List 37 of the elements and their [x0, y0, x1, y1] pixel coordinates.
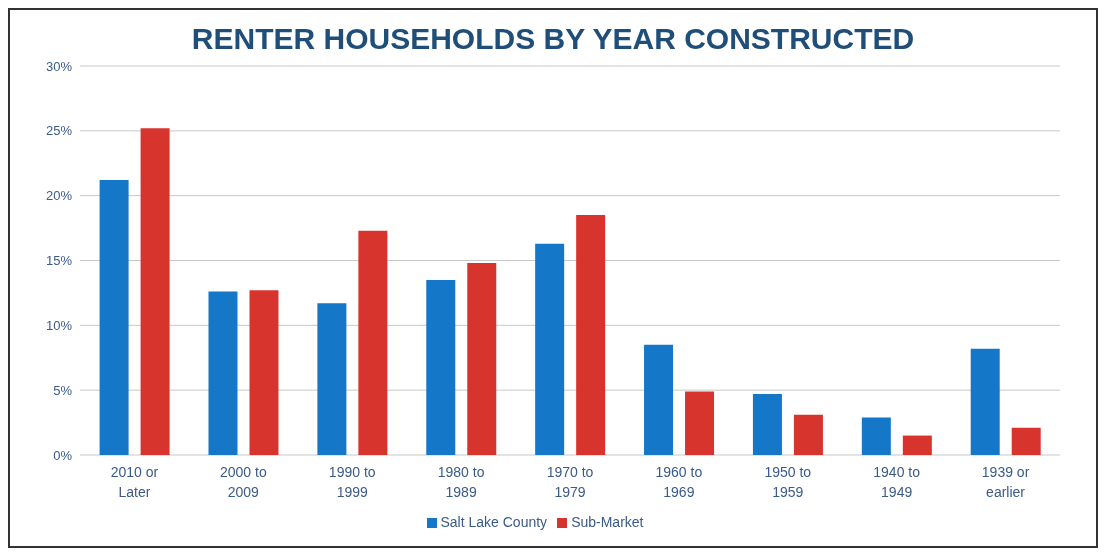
x-tick-label: 1960 to 1969	[655, 464, 703, 500]
bar	[140, 128, 170, 455]
bar	[467, 263, 497, 455]
bar	[970, 348, 1000, 455]
x-tick-label: 2010 or Later	[110, 464, 159, 500]
bar	[317, 303, 347, 455]
y-tick-label: 0%	[53, 447, 73, 463]
y-tick-label: 10%	[45, 317, 73, 333]
x-tick-label: 1940 to 1949	[873, 464, 921, 500]
bar	[249, 290, 279, 455]
bar	[576, 215, 606, 455]
bar	[752, 394, 782, 455]
bar	[358, 230, 388, 455]
bar	[99, 180, 129, 455]
bar	[685, 391, 715, 455]
y-tick-label: 25%	[45, 123, 73, 139]
x-tick-label: 1990 to 1999	[328, 464, 376, 500]
bar	[426, 279, 456, 455]
x-tick-label: 1939 or earlier	[981, 464, 1030, 500]
y-tick-label: 15%	[45, 253, 73, 269]
x-tick-label: 2000 to 2009	[219, 464, 267, 500]
legend-label: Sub-Market	[571, 514, 644, 530]
y-tick-label: 5%	[53, 382, 73, 398]
x-tick-label: 1970 to 1979	[546, 464, 594, 500]
legend-label: Salt Lake County	[440, 514, 548, 530]
bar	[535, 243, 565, 455]
chart-title: RENTER HOUSEHOLDS BY YEAR CONSTRUCTED	[190, 22, 916, 56]
x-tick-label: 1950 to 1959	[764, 464, 812, 500]
y-tick-label: 20%	[45, 188, 73, 204]
x-tick-label: 1980 to 1989	[437, 464, 485, 500]
bar	[1011, 427, 1041, 455]
bar	[902, 435, 932, 455]
bar	[793, 414, 823, 455]
bar	[644, 344, 674, 455]
bar	[861, 417, 891, 455]
y-tick-label: 30%	[45, 58, 73, 74]
bar	[208, 291, 238, 455]
